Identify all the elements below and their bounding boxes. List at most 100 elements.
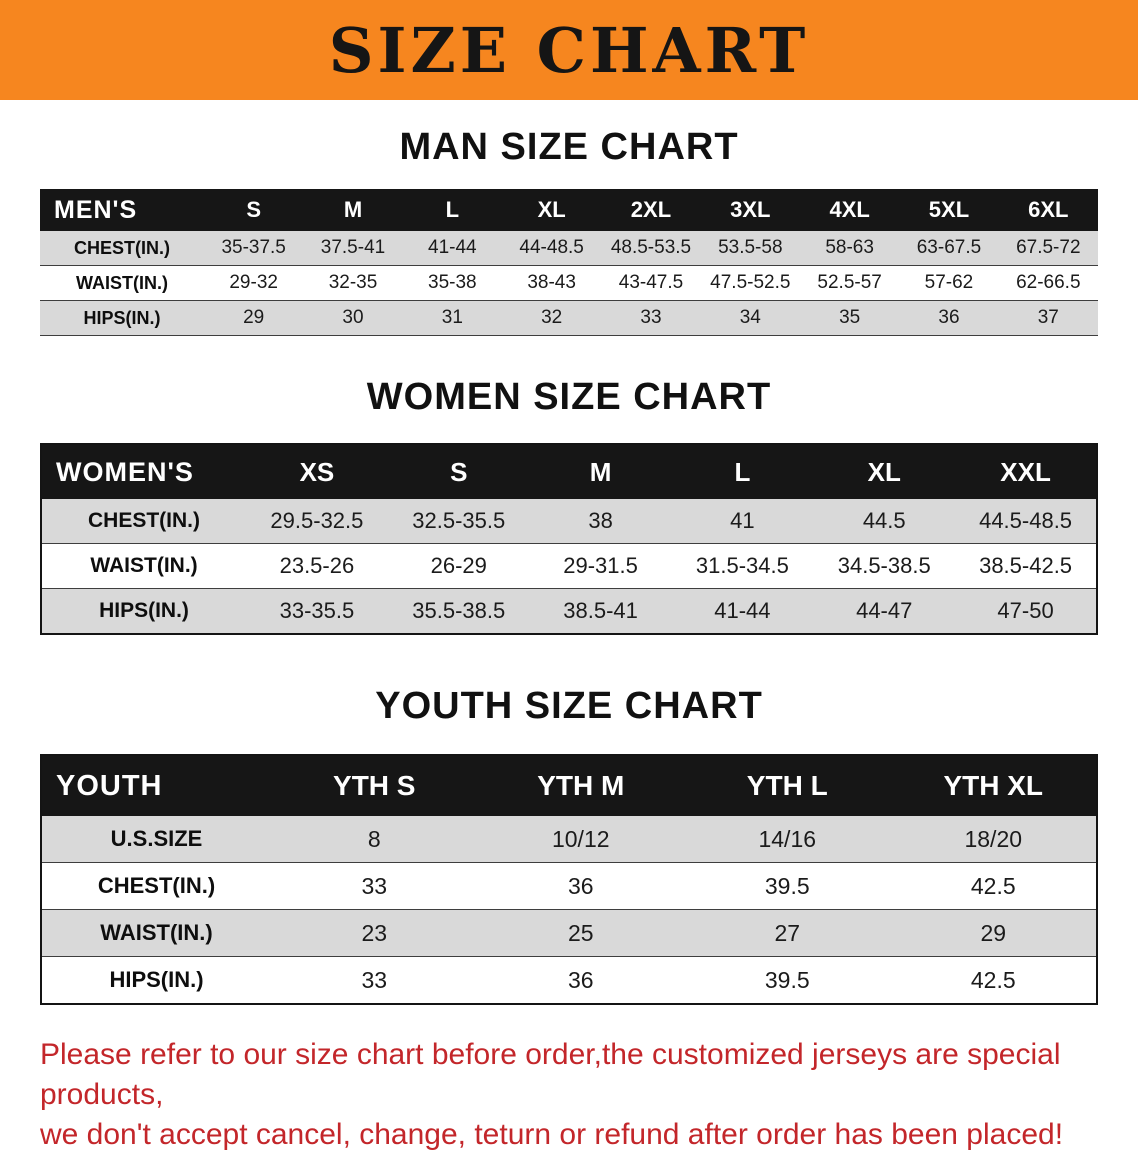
table-corner-label: MEN'S: [40, 189, 204, 231]
size-value-cell: 8: [271, 816, 478, 863]
column-header: 2XL: [601, 189, 701, 231]
header-row: YOUTH YTH S YTH M YTH L YTH XL: [41, 755, 1097, 816]
column-header: XL: [813, 444, 956, 499]
size-value-cell: 34: [700, 300, 800, 336]
size-value-cell: 30: [303, 300, 403, 336]
size-value-cell: 36: [899, 300, 999, 336]
size-value-cell: 41-44: [671, 588, 814, 635]
column-header: XXL: [955, 444, 1097, 499]
column-header: 5XL: [899, 189, 999, 231]
table-corner-label: YOUTH: [41, 755, 271, 816]
size-value-cell: 43-47.5: [601, 265, 701, 301]
size-value-cell: 48.5-53.5: [601, 231, 701, 266]
size-value-cell: 33: [271, 862, 478, 910]
row-label: HIPS(IN.): [41, 956, 271, 1005]
size-value-cell: 34.5-38.5: [813, 543, 956, 589]
row-label: CHEST(IN.): [41, 499, 246, 544]
size-value-cell: 42.5: [890, 862, 1097, 910]
size-value-cell: 35.5-38.5: [387, 588, 530, 635]
size-value-cell: 33: [601, 300, 701, 336]
men-section: MAN SIZE CHART MEN'S S M L XL 2XL 3XL 4XL 5XL 6XL…: [0, 126, 1138, 336]
size-value-cell: 35: [799, 300, 900, 336]
header-row: MEN'S S M L XL 2XL 3XL 4XL 5XL 6XL: [40, 189, 1098, 231]
size-value-cell: 58-63: [799, 231, 900, 266]
size-value-cell: 36: [477, 956, 684, 1005]
size-value-cell: 31.5-34.5: [671, 543, 814, 589]
header-row: WOMEN'S XS S M L XL XXL: [41, 444, 1097, 499]
row-label: WAIST(IN.): [40, 265, 204, 301]
notice-line-1: Please refer to our size chart before or…: [40, 1038, 1061, 1111]
row-label: CHEST(IN.): [41, 862, 271, 910]
size-value-cell: 57-62: [899, 265, 999, 301]
size-value-cell: 67.5-72: [998, 231, 1098, 266]
column-header: XL: [501, 189, 602, 231]
size-value-cell: 38.5-41: [529, 588, 672, 635]
size-value-cell: 62-66.5: [998, 265, 1098, 301]
column-header: YTH L: [684, 755, 891, 816]
size-value-cell: 35-37.5: [204, 231, 304, 266]
size-value-cell: 25: [477, 909, 684, 957]
size-value-cell: 53.5-58: [700, 231, 800, 266]
size-value-cell: 10/12: [477, 816, 684, 863]
order-notice: Please refer to our size chart before or…: [40, 1035, 1098, 1155]
table-row: WAIST(IN.) 23.5-26 26-29 29-31.5 31.5-34.5 34…: [41, 543, 1097, 589]
size-value-cell: 29.5-32.5: [246, 499, 388, 544]
table-row: WAIST(IN.) 23 25 27 29: [41, 909, 1097, 957]
size-value-cell: 41: [671, 499, 814, 544]
row-label: CHEST(IN.): [40, 231, 204, 266]
youth-section: YOUTH SIZE CHART YOUTH YTH S YTH M YTH L YTH…: [0, 685, 1138, 1005]
size-value-cell: 14/16: [684, 816, 891, 863]
table-row: HIPS(IN.) 29 30 31 32 33 34 35 36 37: [40, 300, 1098, 336]
size-value-cell: 37.5-41: [303, 231, 403, 266]
size-value-cell: 37: [998, 300, 1098, 336]
size-value-cell: 32: [501, 300, 602, 336]
table-row: HIPS(IN.) 33-35.5 35.5-38.5 38.5-41 41-44 44-…: [41, 588, 1097, 635]
size-value-cell: 44.5: [813, 499, 956, 544]
table-row: CHEST(IN.) 29.5-32.5 32.5-35.5 38 41 44.5 44.5…: [41, 499, 1097, 544]
size-value-cell: 39.5: [684, 862, 891, 910]
size-value-cell: 29-31.5: [529, 543, 672, 589]
men-section-heading: MAN SIZE CHART: [399, 126, 739, 168]
row-label: WAIST(IN.): [41, 909, 271, 957]
size-value-cell: 35-38: [402, 265, 502, 301]
size-value-cell: 29: [890, 909, 1097, 957]
women-size-table: WOMEN'S XS S M L XL XXL CHEST(IN.) 29.5-32.5 32.5…: [40, 443, 1098, 635]
size-value-cell: 63-67.5: [899, 231, 999, 266]
banner: SIZE CHART: [0, 0, 1138, 100]
women-section-heading: WOMEN SIZE CHART: [366, 376, 772, 418]
size-value-cell: 33-35.5: [246, 588, 388, 635]
table-row: HIPS(IN.) 33 36 39.5 42.5: [41, 956, 1097, 1005]
notice-line-2: we don't accept cancel, change, teturn o…: [40, 1118, 1064, 1151]
women-section: WOMEN SIZE CHART WOMEN'S XS S M L XL XXL CHEST(…: [0, 376, 1138, 635]
column-header: 6XL: [998, 189, 1098, 231]
column-header: YTH M: [477, 755, 684, 816]
size-value-cell: 44-48.5: [501, 231, 602, 266]
size-value-cell: 32-35: [303, 265, 403, 301]
size-value-cell: 31: [402, 300, 502, 336]
row-label: WAIST(IN.): [41, 543, 246, 589]
column-header: XS: [246, 444, 388, 499]
row-label: U.S.SIZE: [41, 816, 271, 863]
column-header: YTH S: [271, 755, 478, 816]
youth-size-table: YOUTH YTH S YTH M YTH L YTH XL U.S.SIZE 8 10/12…: [40, 754, 1098, 1005]
size-value-cell: 38: [529, 499, 672, 544]
size-value-cell: 44.5-48.5: [955, 499, 1097, 544]
table-row: CHEST(IN.) 35-37.5 37.5-41 41-44 44-48.5 48.5…: [40, 231, 1098, 266]
size-value-cell: 33: [271, 956, 478, 1005]
column-header: L: [671, 444, 814, 499]
youth-section-heading: YOUTH SIZE CHART: [375, 685, 763, 727]
size-value-cell: 29: [204, 300, 304, 336]
column-header: 4XL: [799, 189, 900, 231]
size-value-cell: 29-32: [204, 265, 304, 301]
table-row: CHEST(IN.) 33 36 39.5 42.5: [41, 862, 1097, 910]
row-label: HIPS(IN.): [40, 300, 204, 336]
table-row: WAIST(IN.) 29-32 32-35 35-38 38-43 43-47.5 47.…: [40, 265, 1098, 301]
column-header: 3XL: [700, 189, 800, 231]
page-title: SIZE CHART: [328, 13, 810, 87]
size-value-cell: 39.5: [684, 956, 891, 1005]
size-value-cell: 38-43: [501, 265, 602, 301]
size-value-cell: 44-47: [813, 588, 956, 635]
column-header: S: [204, 189, 304, 231]
size-value-cell: 41-44: [402, 231, 502, 266]
